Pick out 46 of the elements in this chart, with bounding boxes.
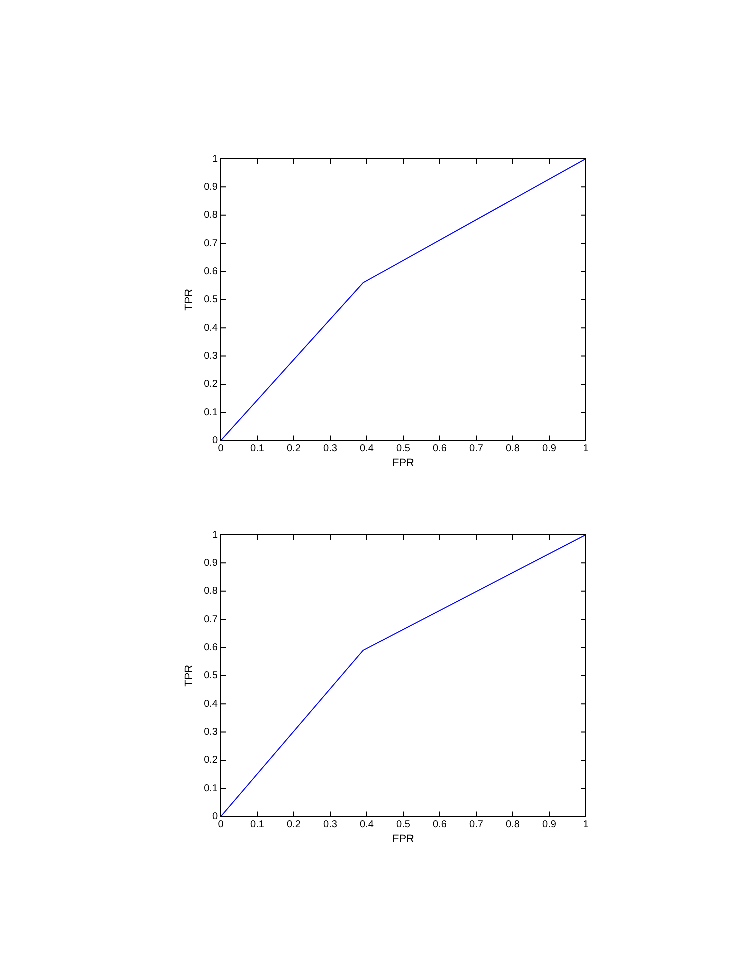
x-tick-label: 0.1 bbox=[250, 820, 265, 831]
y-tick-label: 0.3 bbox=[204, 351, 218, 362]
x-tick-label: 1 bbox=[583, 820, 590, 831]
y-tick-label: 0.9 bbox=[204, 182, 218, 193]
y-tick-label: 0.2 bbox=[204, 379, 218, 390]
x-tick-label: 0.2 bbox=[287, 820, 302, 831]
x-tick-label: 1 bbox=[583, 444, 590, 455]
x-tick-label: 0.7 bbox=[470, 444, 484, 455]
x-tick-label: 0.6 bbox=[433, 820, 448, 831]
x-axis-title: FPR bbox=[392, 833, 415, 846]
x-tick-label: 0.6 bbox=[433, 444, 448, 455]
x-tick-label: 0.3 bbox=[324, 820, 338, 831]
x-tick-label: 0.2 bbox=[287, 444, 302, 455]
x-axis-title: FPR bbox=[392, 457, 415, 470]
y-tick-label: 0.6 bbox=[204, 642, 218, 654]
x-tick-label: 0.9 bbox=[542, 820, 557, 831]
x-tick-label: 0.3 bbox=[324, 444, 338, 455]
x-tick-label: 0.7 bbox=[470, 820, 484, 831]
y-tick-label: 0 bbox=[212, 436, 218, 447]
y-tick-label: 0 bbox=[212, 812, 218, 823]
y-tick-label: 0.2 bbox=[204, 755, 218, 766]
y-tick-label: 0.5 bbox=[204, 294, 218, 306]
y-axis-title: TPR bbox=[184, 664, 196, 687]
y-tick-label: 0.9 bbox=[204, 558, 218, 569]
y-tick-label: 0.7 bbox=[204, 614, 218, 626]
y-tick-label: 0.6 bbox=[204, 266, 218, 278]
y-tick-label: 0.8 bbox=[204, 586, 218, 598]
x-tick-label: 0.8 bbox=[506, 444, 520, 455]
x-tick-label: 0.5 bbox=[396, 820, 411, 831]
y-tick-label: 1 bbox=[212, 530, 218, 541]
y-tick-label: 0.4 bbox=[204, 698, 218, 710]
y-axis-title: TPR bbox=[184, 288, 196, 311]
x-tick-label: 0.1 bbox=[250, 444, 265, 455]
y-tick-label: 1 bbox=[212, 154, 218, 165]
y-tick-label: 0.1 bbox=[204, 783, 218, 794]
y-tick-label: 0.1 bbox=[204, 407, 218, 418]
x-tick-label: 0.4 bbox=[360, 820, 374, 831]
x-tick-label: 0.8 bbox=[506, 820, 520, 831]
y-tick-label: 0.7 bbox=[204, 238, 218, 250]
y-tick-label: 0.4 bbox=[204, 322, 218, 334]
y-tick-label: 0.5 bbox=[204, 670, 218, 682]
x-tick-label: 0.9 bbox=[542, 444, 557, 455]
x-tick-label: 0.5 bbox=[396, 444, 411, 455]
y-tick-label: 0.8 bbox=[204, 210, 218, 222]
y-tick-label: 0.3 bbox=[204, 727, 218, 738]
x-tick-label: 0.4 bbox=[360, 444, 374, 455]
